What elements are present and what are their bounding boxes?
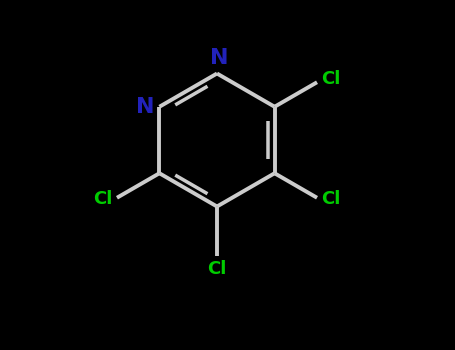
Text: Cl: Cl — [321, 70, 341, 89]
Text: Cl: Cl — [93, 190, 113, 209]
Text: Cl: Cl — [321, 190, 341, 209]
Text: N: N — [209, 48, 228, 68]
Text: Cl: Cl — [207, 260, 227, 278]
Text: N: N — [136, 97, 154, 117]
